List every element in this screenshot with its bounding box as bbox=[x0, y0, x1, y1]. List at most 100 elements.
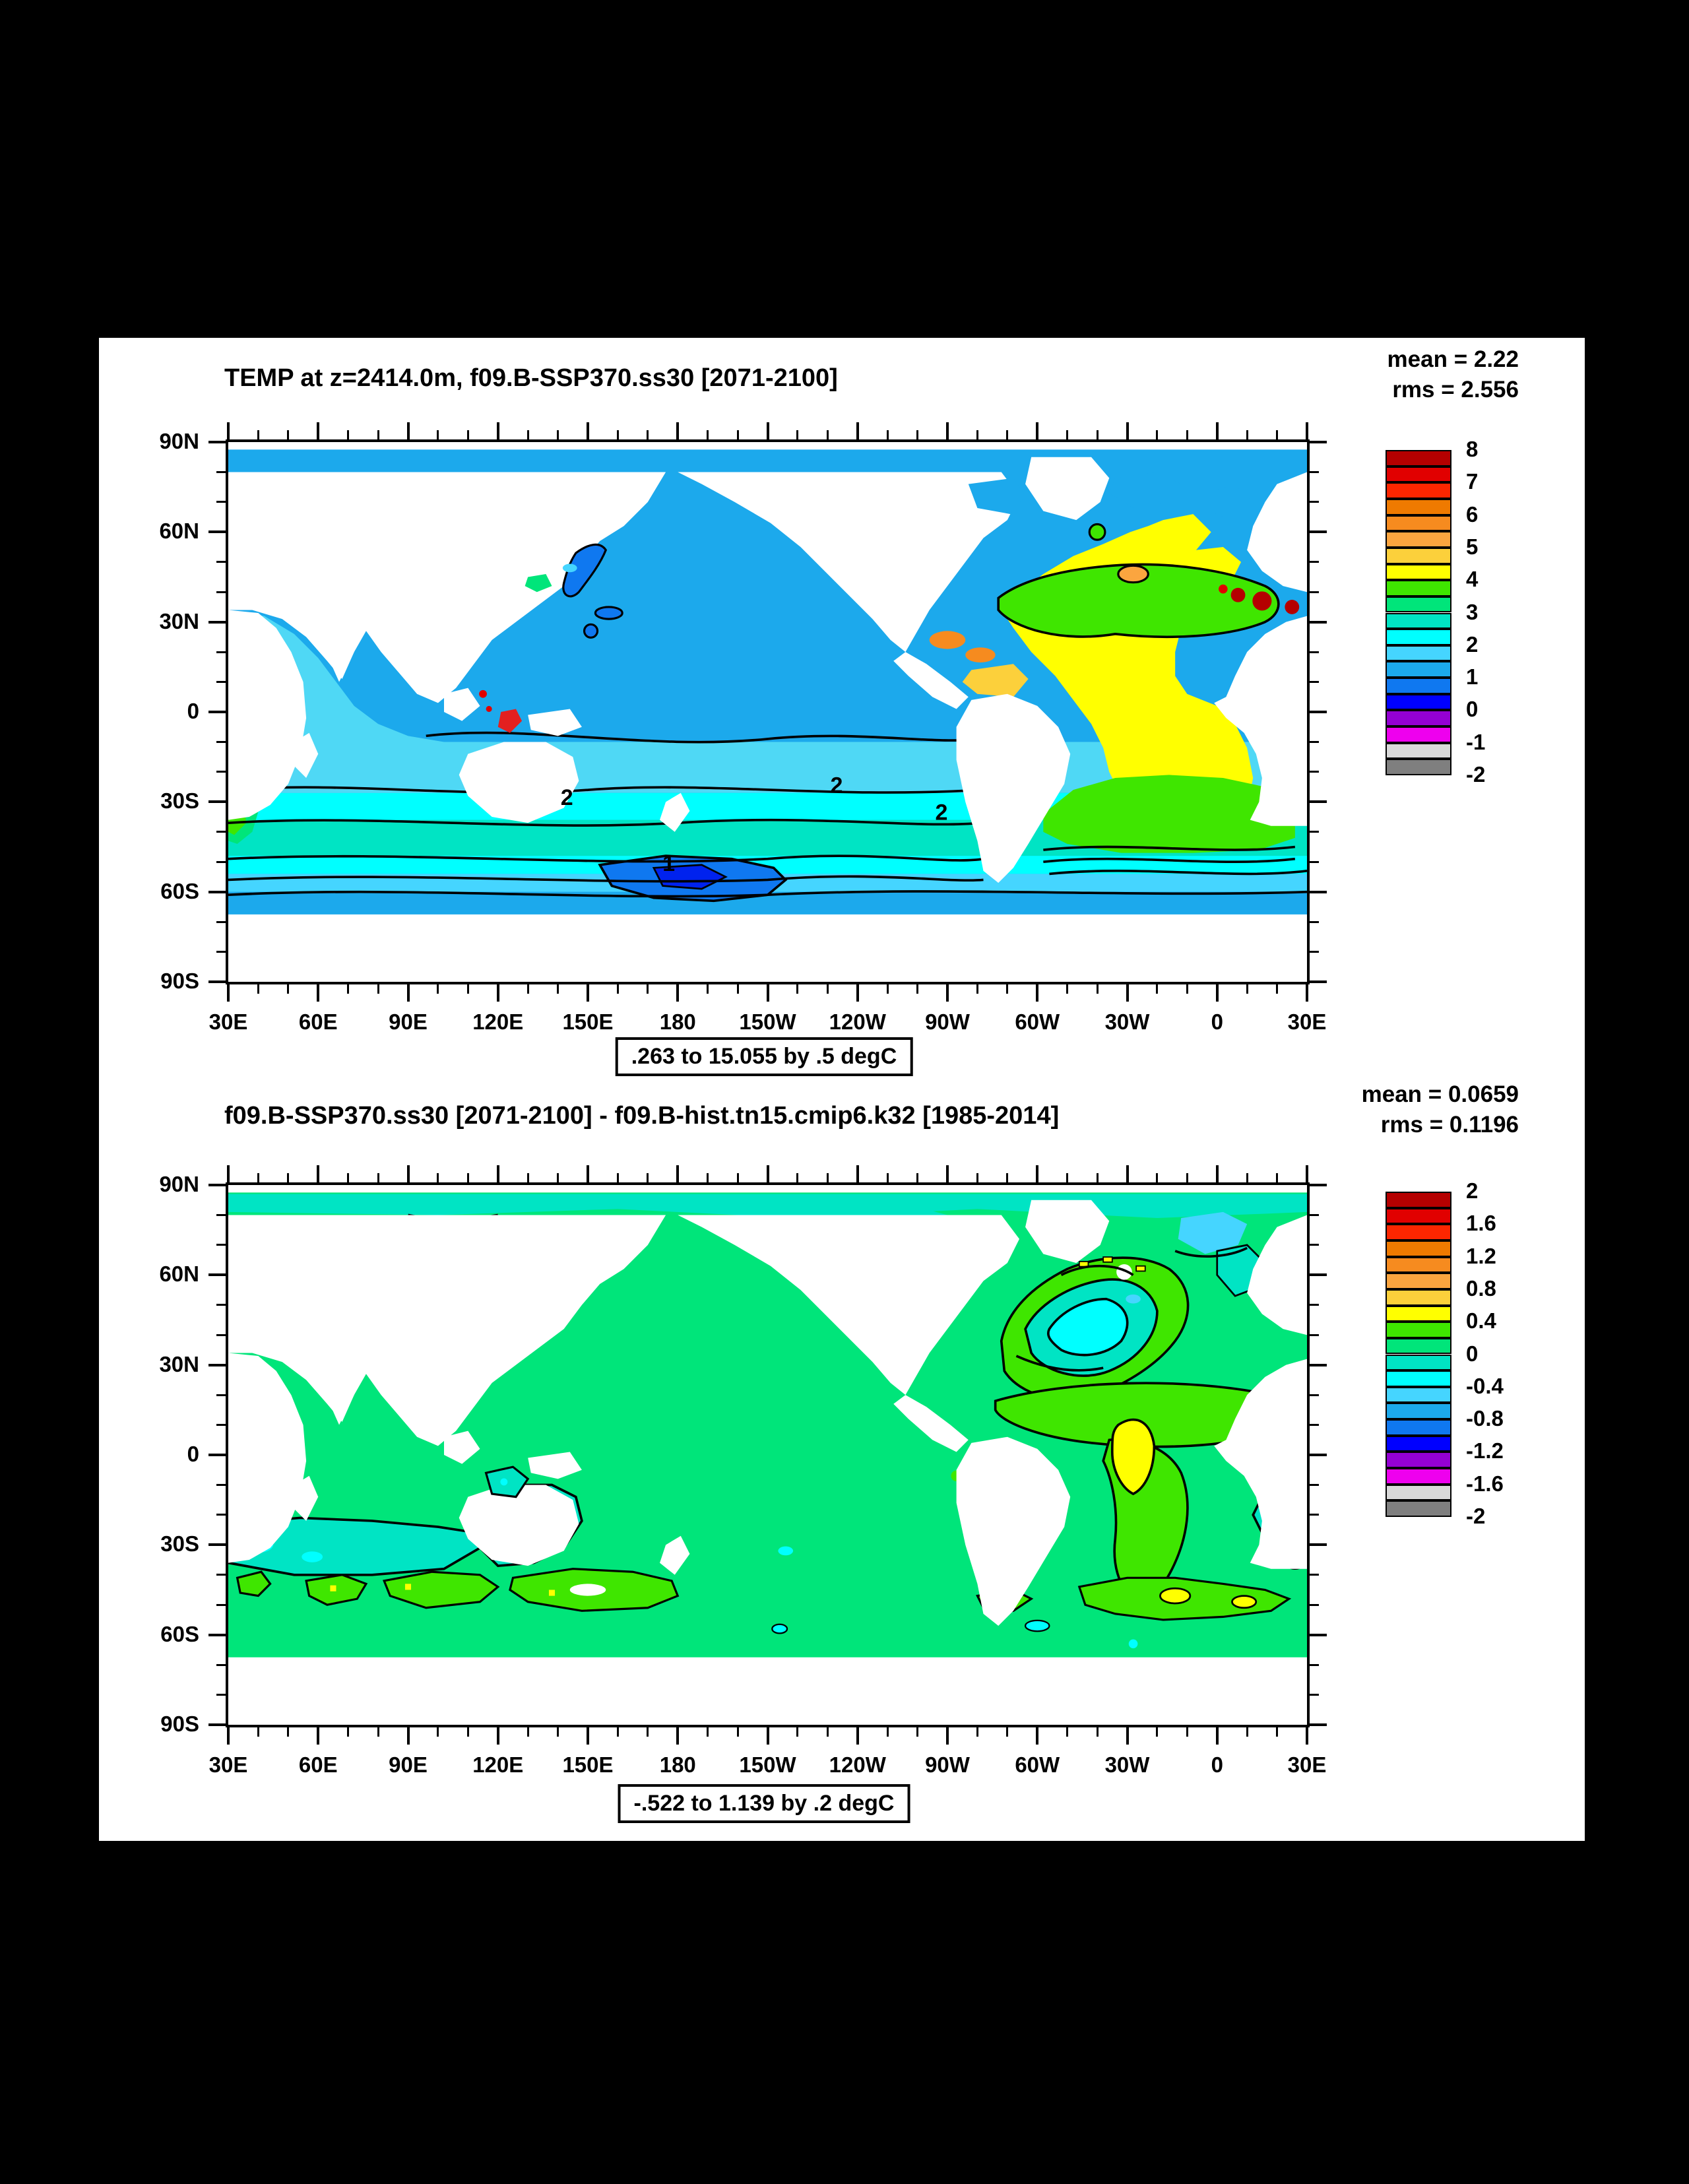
colorbar-box bbox=[1386, 1240, 1451, 1257]
axis-tick bbox=[1036, 422, 1039, 439]
axis-tick bbox=[1215, 1165, 1219, 1182]
axis-tick bbox=[208, 800, 226, 804]
axis-tick bbox=[1156, 430, 1159, 439]
axis-tick bbox=[916, 984, 919, 994]
colorbar-box bbox=[1386, 1305, 1451, 1322]
axis-tick bbox=[1156, 984, 1159, 994]
axis-tick bbox=[587, 1165, 589, 1182]
axis-tick bbox=[1246, 1173, 1248, 1182]
axis-tick bbox=[1156, 1173, 1159, 1182]
axis-tick bbox=[1215, 984, 1219, 1002]
axis-tick bbox=[1310, 1723, 1327, 1726]
axis-tick bbox=[676, 1165, 680, 1182]
axis-tick bbox=[377, 984, 379, 994]
axis-tick bbox=[1310, 1363, 1327, 1366]
map-temp-2414m: 2 2 2 1 bbox=[226, 439, 1310, 984]
axis-tick bbox=[216, 740, 226, 743]
axis-tick bbox=[1096, 1727, 1099, 1737]
axis-tick bbox=[406, 1165, 410, 1182]
axis-tick bbox=[856, 422, 859, 439]
axis-tick bbox=[216, 1483, 226, 1486]
axis-tick bbox=[616, 430, 619, 439]
y-axis-tick-label: 90S bbox=[160, 1712, 199, 1736]
colorbar-tick-label: 2 bbox=[1466, 1178, 1479, 1203]
panel2-colorbar: 2 1.6 1.2 0.8 0.4 0 -0.4 -0.8 -1.2 -1.6 -2 bbox=[1386, 1178, 1504, 1528]
colorbar-box bbox=[1386, 1403, 1451, 1420]
axis-tick bbox=[1246, 1727, 1248, 1737]
x-axis-tick-label: 60W bbox=[1015, 1010, 1060, 1034]
contour-label: 2 bbox=[830, 773, 843, 798]
axis-tick bbox=[1310, 890, 1327, 893]
colorbar-tick-label: 1.6 bbox=[1466, 1211, 1496, 1236]
axis-tick bbox=[526, 1173, 529, 1182]
colorbar-tick-label: 7 bbox=[1466, 469, 1479, 494]
axis-tick bbox=[976, 984, 978, 994]
axis-tick bbox=[616, 1727, 619, 1737]
x-axis-tick-label: 120E bbox=[472, 1752, 524, 1777]
x-axis-tick-label: 0 bbox=[1211, 1752, 1223, 1777]
axis-tick bbox=[1306, 422, 1308, 439]
colorbar-tick-label: -1 bbox=[1466, 729, 1486, 754]
axis-tick bbox=[826, 430, 829, 439]
land-mask bbox=[228, 1200, 1307, 1725]
panel2-stats: mean = 0.0659 rms = 0.1196 bbox=[1362, 1079, 1519, 1140]
axis-tick bbox=[377, 1173, 379, 1182]
axis-tick bbox=[216, 831, 226, 833]
axis-tick bbox=[1096, 430, 1099, 439]
axis-tick bbox=[216, 1244, 226, 1246]
axis-tick bbox=[1310, 1273, 1327, 1277]
axis-tick bbox=[208, 980, 226, 983]
colorbar-tick-label: 0 bbox=[1466, 1341, 1479, 1366]
x-axis-tick-label: 150E bbox=[562, 1010, 614, 1034]
axis-tick bbox=[216, 1603, 226, 1606]
y-axis-tick-label: 30S bbox=[160, 1531, 199, 1557]
colorbar-box bbox=[1386, 693, 1451, 711]
colorbar-tick-label: 1 bbox=[1466, 664, 1479, 690]
colorbar-box bbox=[1386, 1192, 1451, 1208]
axis-tick bbox=[796, 1727, 799, 1737]
axis-tick bbox=[1276, 984, 1279, 994]
axis-tick bbox=[1036, 1727, 1039, 1745]
axis-tick bbox=[647, 984, 649, 994]
axis-tick bbox=[1310, 920, 1319, 923]
panel2-mean-value: mean = 0.0659 bbox=[1361, 1081, 1519, 1107]
axis-tick bbox=[557, 984, 559, 994]
axis-tick bbox=[208, 441, 226, 443]
axis-tick bbox=[766, 1165, 769, 1182]
x-axis-tick-label: 150W bbox=[739, 1010, 796, 1034]
colorbar-box bbox=[1386, 742, 1451, 759]
axis-tick bbox=[587, 984, 589, 1002]
y-axis-tick-label: 60N bbox=[159, 519, 199, 544]
colorbar-box bbox=[1386, 498, 1451, 515]
axis-tick bbox=[1036, 1165, 1039, 1182]
axis-tick bbox=[466, 430, 469, 439]
axis-tick bbox=[976, 1727, 978, 1737]
axis-tick bbox=[216, 681, 226, 684]
axis-tick bbox=[676, 984, 680, 1002]
axis-tick bbox=[676, 1727, 680, 1745]
axis-tick bbox=[1310, 1333, 1319, 1336]
axis-tick bbox=[347, 430, 350, 439]
axis-tick bbox=[766, 422, 769, 439]
axis-tick bbox=[437, 1173, 439, 1182]
marginal-seas bbox=[479, 472, 1250, 733]
axis-tick bbox=[856, 1165, 859, 1182]
axis-tick bbox=[406, 984, 410, 1002]
axis-tick bbox=[1246, 430, 1248, 439]
contour-label: 1 bbox=[662, 851, 675, 876]
x-axis-tick-label: 120W bbox=[829, 1010, 886, 1034]
axis-tick bbox=[796, 984, 799, 994]
axis-tick bbox=[377, 1727, 379, 1737]
axis-tick bbox=[466, 984, 469, 994]
axis-tick bbox=[216, 1514, 226, 1516]
colorbar-tick-label: 5 bbox=[1466, 534, 1479, 559]
axis-tick bbox=[216, 651, 226, 653]
axis-tick bbox=[1186, 430, 1188, 439]
axis-tick bbox=[1096, 1173, 1099, 1182]
axis-tick bbox=[1306, 1165, 1308, 1182]
axis-tick bbox=[208, 711, 226, 713]
colorbar-box bbox=[1386, 726, 1451, 743]
x-axis-tick-label: 0 bbox=[1211, 1010, 1223, 1034]
axis-tick bbox=[616, 984, 619, 994]
